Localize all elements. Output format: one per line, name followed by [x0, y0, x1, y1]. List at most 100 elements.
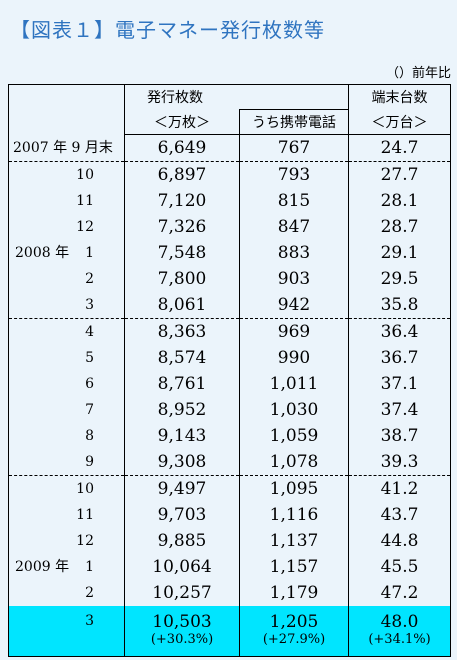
row-period: 4	[8, 318, 125, 345]
row-year: 2009 年	[15, 559, 70, 575]
row-month: 2007 年 9 月末	[13, 139, 113, 156]
cell-issued: 10,257	[124, 580, 240, 606]
row-month: 1	[85, 559, 94, 575]
table-row: 11 9,703 1,116 43.7	[8, 502, 451, 528]
cell-mobile: 942	[239, 292, 349, 319]
header-row-top: 発行枚数 端末台数	[8, 84, 451, 135]
header-mobile: うち携帯電話	[239, 109, 349, 135]
table-row: 6 8,761 1,011 37.1	[8, 371, 451, 397]
row-period: 2	[8, 580, 125, 606]
cell-terminals: 24.7	[348, 134, 451, 162]
header-blank-mobile	[239, 84, 349, 110]
cell-issued: 6,897	[124, 161, 240, 188]
cell-terminals: 28.7	[348, 214, 451, 240]
row-period: 12	[8, 528, 125, 554]
table-row: 2008 年 1 7,548 883 29.1	[8, 240, 451, 266]
cell-terminals: 27.7	[348, 161, 451, 188]
table-row: 2 10,257 1,179 47.2	[8, 580, 451, 606]
cell-terminals: 47.2	[348, 580, 451, 606]
cell-issued-value: 10,503	[152, 612, 212, 632]
row-month: 8	[85, 428, 94, 444]
row-period: 11	[8, 502, 125, 528]
cell-mobile-value: 1,205	[269, 612, 319, 632]
cell-terminals: 37.4	[348, 397, 451, 423]
table-row: 2009 年 1 10,064 1,157 45.5	[8, 554, 451, 580]
cell-terminals: 39.3	[348, 449, 451, 476]
cell-terminals: 43.7	[348, 502, 451, 528]
cell-mobile: 1,011	[239, 371, 349, 397]
cell-terminals: 41.2	[348, 475, 451, 502]
row-period: 2007 年 9 月末	[8, 134, 125, 162]
cell-mobile: 1,116	[239, 502, 349, 528]
cell-mobile: 1,137	[239, 528, 349, 554]
row-month: 11	[76, 507, 94, 523]
header-issued-unit: ＜万枚＞	[124, 109, 240, 135]
cell-issued: 8,363	[124, 318, 240, 345]
row-period: 2	[8, 266, 125, 292]
row-month: 4	[85, 324, 94, 340]
header-blank-cell	[8, 84, 125, 135]
cell-mobile: 793	[239, 161, 349, 188]
cell-issued: 7,548	[124, 240, 240, 266]
cell-issued: 9,308	[124, 449, 240, 476]
cell-terminals: 37.1	[348, 371, 451, 397]
row-month: 10	[76, 481, 94, 497]
table-row: 4 8,363 969 36.4	[8, 318, 451, 345]
cell-mobile: 1,205 (+27.9%)	[239, 606, 349, 657]
cell-mobile: 990	[239, 345, 349, 371]
row-month: 10	[76, 167, 94, 183]
table-row: 5 8,574 990 36.7	[8, 345, 451, 371]
row-period: 8	[8, 423, 125, 449]
row-period: 11	[8, 188, 125, 214]
cell-issued: 9,885	[124, 528, 240, 554]
row-period: 2008 年 1	[8, 240, 125, 266]
row-month: 12	[76, 533, 94, 549]
row-period: 7	[8, 397, 125, 423]
table-row: 12 7,326 847 28.7	[8, 214, 451, 240]
cell-terminals: 35.8	[348, 292, 451, 319]
cell-issued: 9,143	[124, 423, 240, 449]
cell-issued: 8,061	[124, 292, 240, 319]
row-month: 6	[85, 376, 94, 392]
row-month: 2	[85, 271, 94, 287]
row-period: 10	[8, 475, 125, 502]
table-row: 2 7,800 903 29.5	[8, 266, 451, 292]
cell-mobile: 1,157	[239, 554, 349, 580]
cell-issued: 8,952	[124, 397, 240, 423]
table-row: 12 9,885 1,137 44.8	[8, 528, 451, 554]
header-row-bottom: ＜万枚＞ うち携帯電話 ＜万台＞	[9, 109, 451, 135]
header-terminals: 端末台数	[348, 84, 451, 110]
row-month: 3	[85, 297, 94, 313]
cell-issued: 6,649	[124, 134, 240, 162]
cell-issued: 9,703	[124, 502, 240, 528]
cell-mobile: 847	[239, 214, 349, 240]
table-row-latest: 3 10,503 (+30.3%) 1,205 (+27.9%) 48.0 (+34.1%)	[8, 606, 451, 657]
table-row: 8 9,143 1,059 38.7	[8, 423, 451, 449]
cell-terminals: 45.5	[348, 554, 451, 580]
cell-mobile: 1,078	[239, 449, 349, 476]
cell-mobile: 1,030	[239, 397, 349, 423]
cell-mobile: 903	[239, 266, 349, 292]
cell-issued-yoy: (+30.3%)	[150, 632, 214, 647]
row-period: 2009 年 1	[8, 554, 125, 580]
row-month: 7	[85, 402, 94, 418]
cell-terminals: 29.1	[348, 240, 451, 266]
cell-terminals: 29.5	[348, 266, 451, 292]
row-period: 5	[8, 345, 125, 371]
cell-terminals: 48.0 (+34.1%)	[348, 606, 451, 657]
row-month: 9	[85, 454, 94, 470]
yoy-note: （）前年比	[385, 66, 451, 81]
cell-terminals: 44.8	[348, 528, 451, 554]
cell-issued: 9,497	[124, 475, 240, 502]
table-row: 9 9,308 1,078 39.3	[8, 449, 451, 476]
cell-terminals-value: 48.0	[380, 612, 419, 632]
table-row: 2007 年 9 月末 6,649 767 24.7	[8, 134, 451, 162]
row-month: 2	[85, 585, 94, 601]
row-period: 6	[8, 371, 125, 397]
cell-mobile: 1,095	[239, 475, 349, 502]
cell-mobile: 1,059	[239, 423, 349, 449]
row-period: 12	[8, 214, 125, 240]
cell-issued: 10,503 (+30.3%)	[124, 606, 240, 657]
cell-terminals: 36.7	[348, 345, 451, 371]
data-table: 発行枚数 端末台数 ＜万枚＞ うち携帯電話 ＜万台＞ 2007 年 9 月末 6,…	[8, 84, 451, 657]
